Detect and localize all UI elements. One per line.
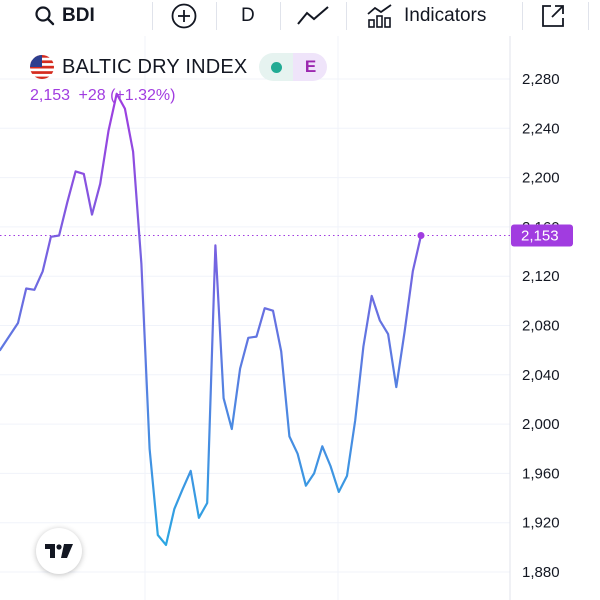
market-open-indicator (259, 53, 294, 81)
svg-text:2,153: 2,153 (521, 228, 559, 245)
toolbar-divider (346, 2, 347, 30)
us-flag-icon (30, 55, 54, 79)
price-change-line: 2,153 +28 (+1.32%) (30, 87, 175, 105)
y-tick-label: 1,960 (522, 465, 560, 482)
compare-symbol-button[interactable] (170, 0, 198, 32)
symbol-label: BDI (62, 5, 95, 26)
chart-type-button[interactable] (296, 0, 330, 32)
search-icon (35, 6, 55, 26)
symbol-search-button[interactable]: BDI (34, 0, 95, 32)
y-tick-label: 2,000 (522, 416, 560, 433)
toolbar-divider (280, 2, 281, 30)
interval-label: D (241, 5, 255, 26)
indicators-label: Indicators (404, 5, 487, 26)
indicators-button[interactable]: Indicators (366, 0, 486, 32)
y-tick-label: 2,200 (522, 170, 560, 187)
fullscreen-icon (542, 5, 564, 27)
toolbar-divider (152, 2, 153, 30)
y-tick-label: 1,880 (522, 564, 560, 581)
price-change-percent: (+1.32%) (110, 87, 176, 104)
toolbar-divider (216, 2, 217, 30)
symbol-legend[interactable]: BALTIC DRY INDEX E (30, 52, 328, 82)
last-price-label: 2,153 (511, 224, 573, 247)
top-toolbar: BDI D Indicators (0, 0, 600, 32)
horizontal-grid (0, 78, 510, 573)
fullscreen-button[interactable] (540, 0, 566, 32)
tradingview-logo-button[interactable] (36, 528, 82, 574)
interval-button[interactable]: D (241, 0, 255, 32)
market-open-dot (270, 61, 282, 73)
tradingview-logo-icon (45, 544, 73, 558)
chart-type-icon (297, 6, 329, 25)
y-tick-label: 1,920 (522, 515, 560, 532)
y-tick-label: 2,080 (522, 318, 560, 335)
vertical-grid (144, 36, 339, 600)
symbol-name: BALTIC DRY INDEX (62, 55, 248, 78)
price-change-value: +28 (78, 87, 106, 104)
last-price-value: 2,153 (30, 87, 71, 104)
y-tick-label: 2,120 (522, 268, 560, 285)
y-tick-label: 2,240 (522, 120, 560, 137)
toolbar-divider (588, 2, 589, 30)
last-price-dot (417, 232, 425, 240)
price-axis: 2,2802,2402,2002,1602,1202,0802,0402,000… (522, 71, 560, 581)
exchange-badge: E (293, 53, 328, 81)
add-symbol-icon (171, 3, 197, 29)
price-line (0, 92, 423, 546)
y-tick-label: 2,040 (522, 367, 560, 384)
toolbar-divider (522, 2, 523, 30)
market-status-badge[interactable]: E (259, 53, 328, 81)
indicators-icon (367, 4, 392, 28)
y-tick-label: 2,280 (522, 71, 560, 88)
